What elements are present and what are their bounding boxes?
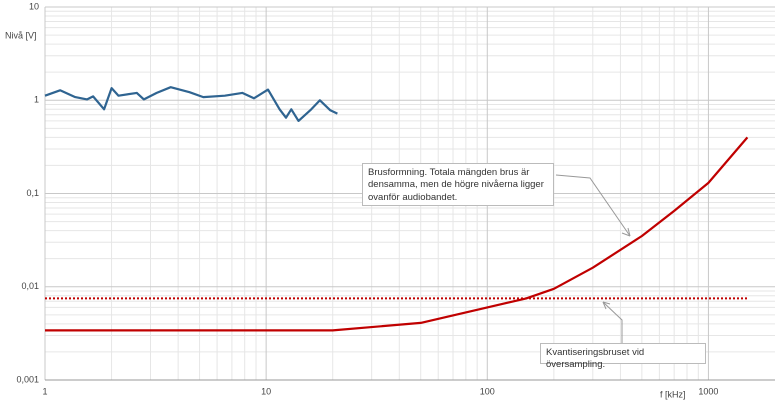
annotation: Kvantiseringsbruset vid översampling. <box>540 343 706 370</box>
annotation-connector <box>555 174 631 237</box>
x-tick-label: 10 <box>261 386 271 396</box>
arrow-head <box>602 301 611 310</box>
y-tick-label: 0,1 <box>26 188 39 198</box>
y-tick-label: 0,001 <box>16 374 39 384</box>
y-tick-label: 0,01 <box>21 281 39 291</box>
x-axis-label: f [kHz] <box>660 389 686 399</box>
y-tick-label: 10 <box>29 1 39 11</box>
y-axis-label: Nivå [V] <box>5 30 37 40</box>
annotation: Brusformning. Totala mängden brus är den… <box>362 163 554 206</box>
arrow-head <box>621 227 631 237</box>
x-tick-label: 100 <box>480 386 495 396</box>
x-tick-label: 1 <box>42 386 47 396</box>
annotation-connector <box>602 301 623 343</box>
x-tick-label: 1000 <box>698 386 718 396</box>
series-line <box>44 86 338 122</box>
y-tick-label: 1 <box>34 95 39 105</box>
series-line <box>45 136 749 332</box>
